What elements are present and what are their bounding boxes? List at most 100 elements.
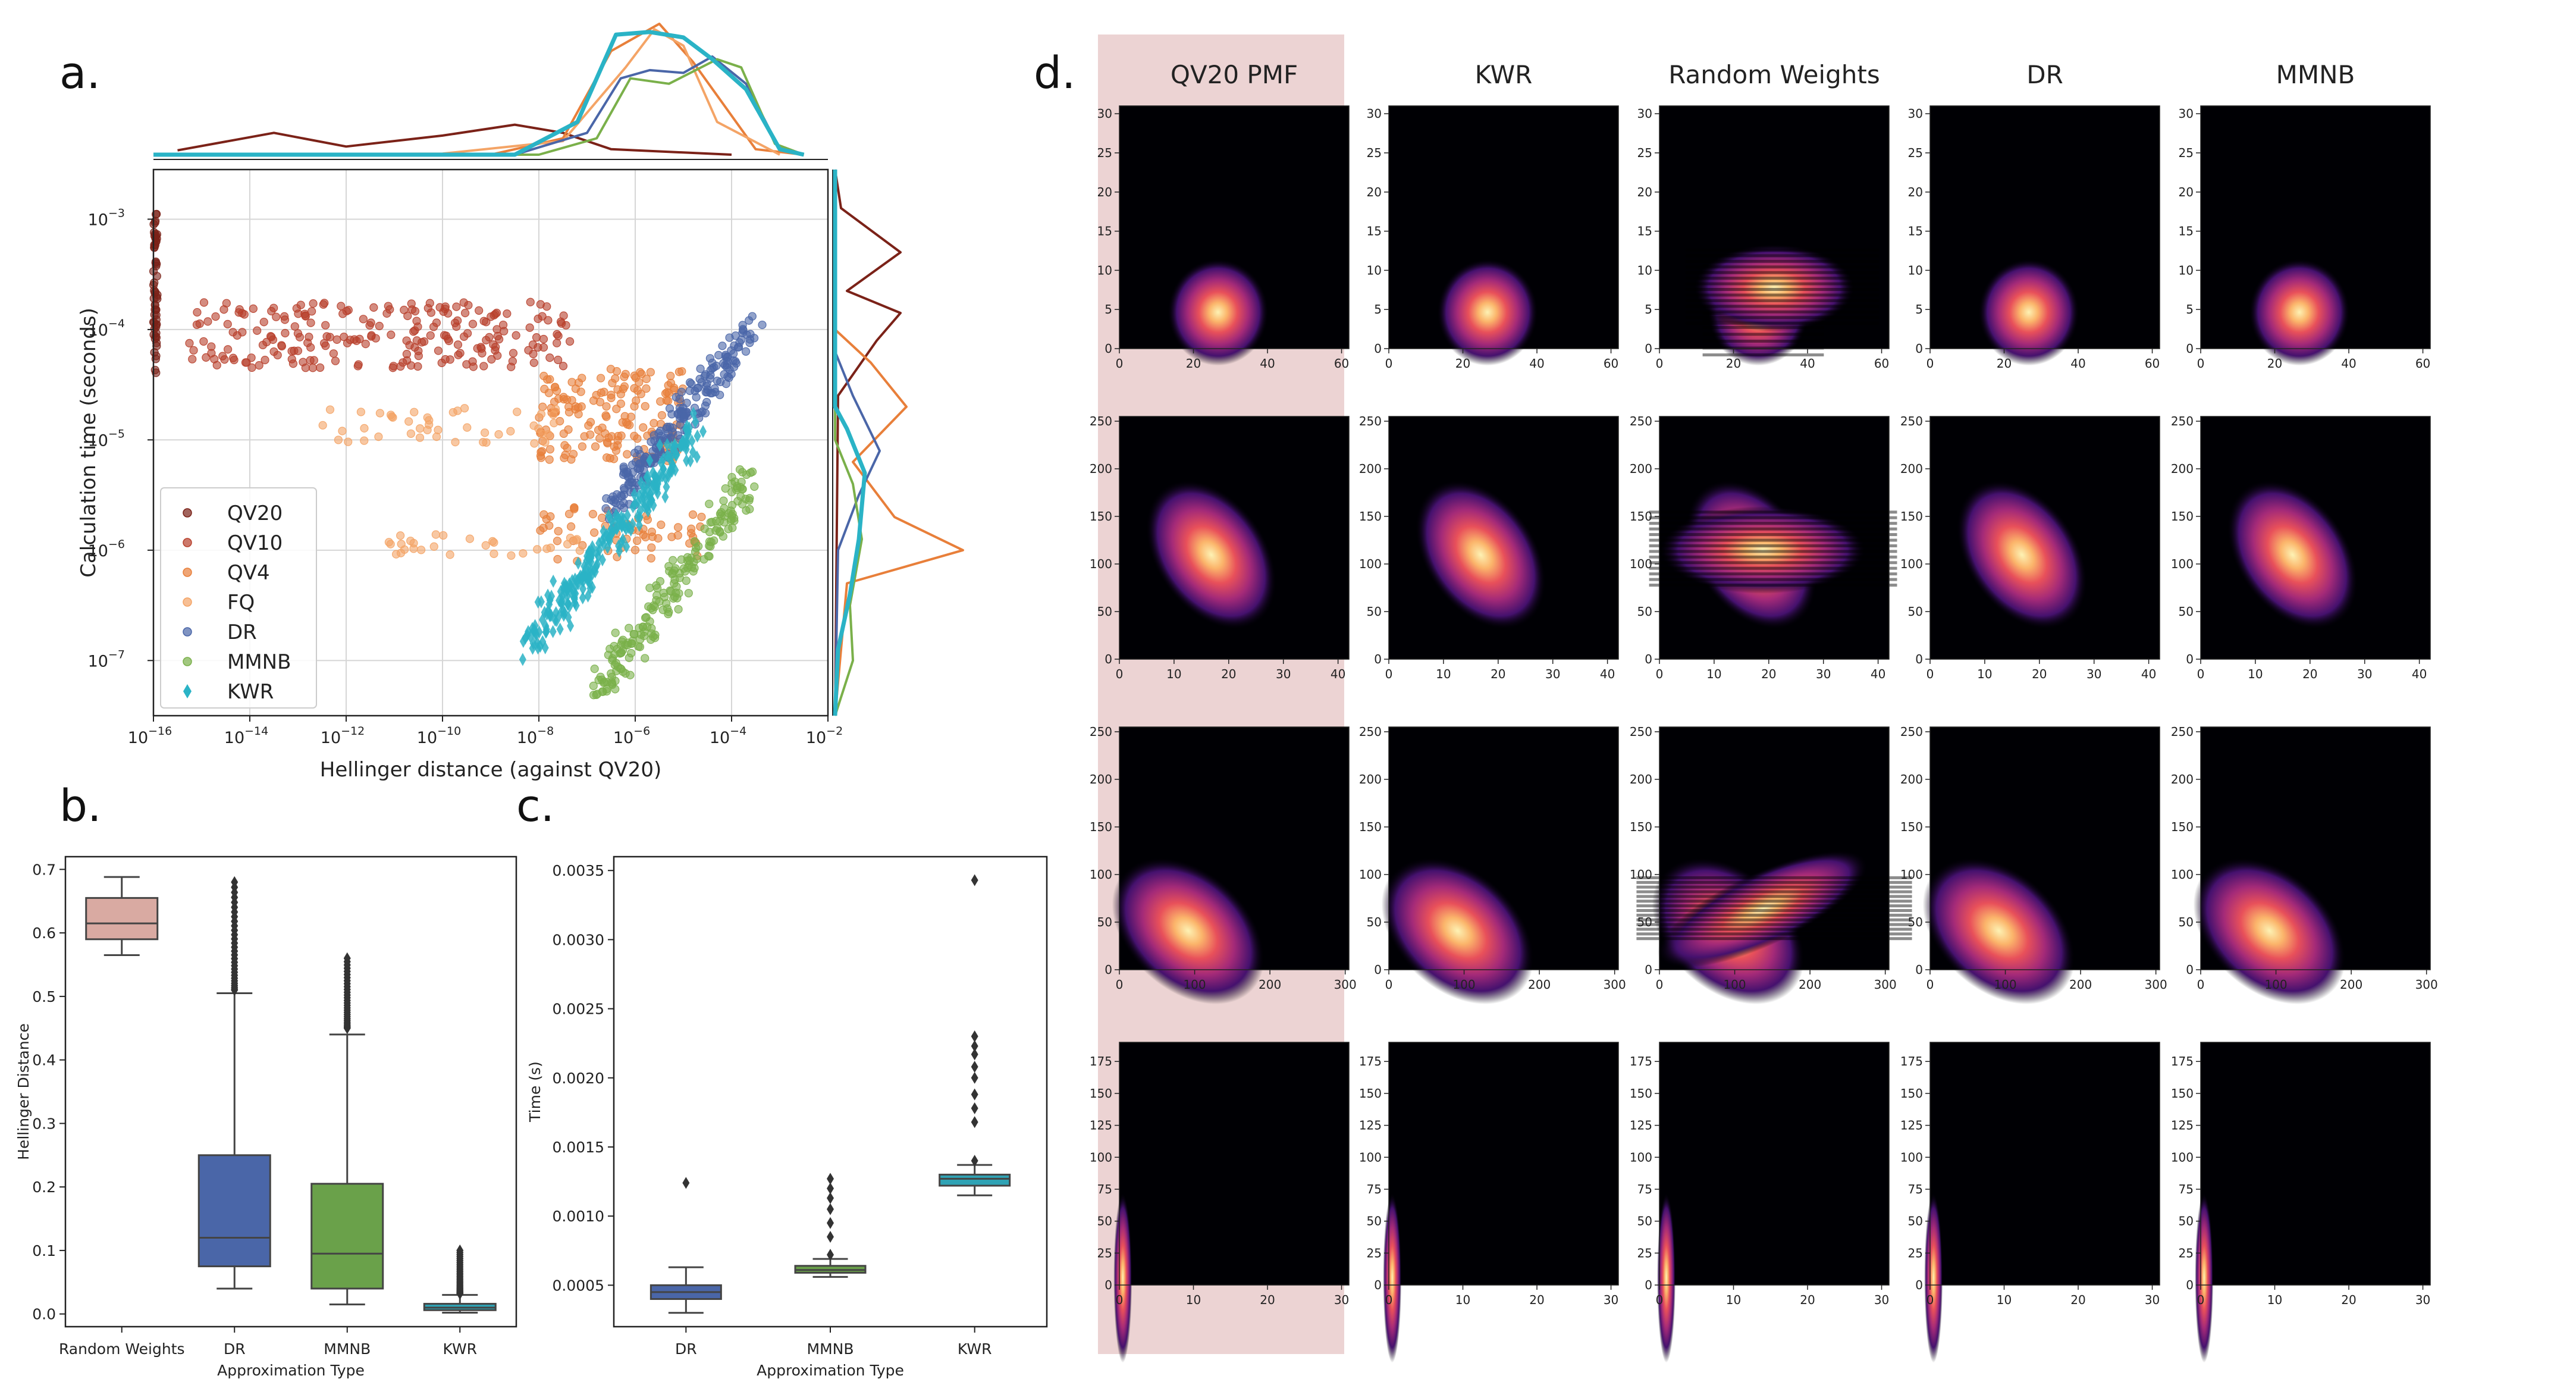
scatter-point-qv10 — [307, 319, 315, 327]
y-tick-label: 20 — [1097, 185, 1112, 199]
y-tick-label: 200 — [1630, 462, 1652, 476]
heatmap-cell-r1-c1: 0 10 20 30 40050100150200250 — [1359, 414, 1618, 681]
scatter-point-qv10 — [566, 337, 574, 345]
scatter-point-mmnb — [686, 556, 694, 564]
scatter-point-qv4 — [633, 537, 641, 544]
x-tick-label: 10 — [1436, 667, 1451, 681]
scatter-point-qv4 — [568, 378, 576, 386]
y-tick-label: 50 — [1637, 915, 1652, 929]
scatter-point-fq — [410, 539, 418, 547]
x-tick-exponent: −16 — [148, 725, 172, 738]
scatter-point-dr — [726, 334, 733, 341]
x-tick-exponent: −6 — [633, 725, 650, 738]
y-tick-label: 0.0010 — [553, 1208, 604, 1225]
scatter-point-dr — [738, 336, 745, 344]
scatter-point-qv4 — [642, 533, 650, 541]
y-tick-label: 50 — [2179, 1214, 2194, 1229]
x-tick-label: 0 — [2197, 356, 2205, 371]
scatter-point-qv10 — [331, 357, 339, 365]
x-tick-label: 10−4 — [710, 725, 746, 747]
y-tick-label: 150 — [2171, 1086, 2194, 1101]
scatter-point-qv4 — [668, 533, 676, 541]
outlier-point — [682, 1177, 689, 1189]
scatter-point-qv4 — [553, 537, 561, 545]
x-tick-label: Random Weights — [59, 1340, 185, 1358]
x-tick-label: 0 — [2197, 1293, 2205, 1307]
scatter-point-qv10 — [453, 303, 460, 311]
x-tick-label: 20 — [2341, 1293, 2356, 1307]
scatter-point-fq — [530, 422, 538, 430]
x-tick-label: 10 — [2267, 1293, 2282, 1307]
scatter-point-qv10 — [409, 306, 416, 314]
heatmap-band — [1649, 516, 1897, 519]
y-tick-label: 0 — [1374, 1278, 1382, 1292]
column-title-random-weights: Random Weights — [1668, 60, 1880, 89]
x-tick-exponent: −14 — [244, 725, 268, 738]
y-tick-label: 0.6 — [32, 925, 56, 942]
x-tick-label: 30 — [2357, 667, 2372, 681]
scatter-chart-a: 10−16 10−14 10−12 10−10 10−8 10−6 10−4 10−210−7… — [0, 0, 987, 785]
x-tick-label: DR — [675, 1340, 697, 1358]
y-tick-label: 30 — [2179, 106, 2194, 121]
x-tick-label: 0 — [1116, 977, 1124, 992]
scatter-point-fq — [327, 406, 334, 413]
y-tick-label: 10−3 — [88, 206, 125, 229]
scatter-point-qv10 — [480, 362, 488, 370]
y-tick-label: 175 — [1090, 1054, 1112, 1068]
scatter-point-dr — [696, 365, 704, 372]
x-tick-exponent: −12 — [341, 725, 365, 738]
scatter-point-qv4 — [554, 556, 561, 563]
scatter-point-qv4 — [638, 370, 645, 378]
scatter-point-qv4 — [620, 373, 628, 381]
marginal-right-curve-mmnb — [835, 170, 862, 716]
boxplot-chart-c: 0.00050.00100.00150.00200.00250.00300.00… — [512, 821, 1059, 1380]
x-tick-label: 20 — [2267, 356, 2282, 371]
heatmap-cell-r1-c0: 0 10 20 30 40050100150200250 — [1090, 414, 1349, 681]
scatter-point-qv10 — [230, 354, 237, 362]
y-tick-label: 200 — [2171, 772, 2194, 786]
scatter-point-dr — [742, 347, 750, 355]
x-tick-label: 0 — [1656, 356, 1664, 371]
scatter-point-dr — [686, 387, 694, 394]
scatter-point-qv10 — [281, 312, 288, 320]
scatter-point-dr — [704, 386, 711, 394]
heatmap-band — [1686, 265, 1878, 268]
y-tick-label: 200 — [1090, 772, 1112, 786]
y-tick-label: 0 — [1105, 652, 1112, 666]
boxplot-chart-b: 0.00.10.20.30.40.50.60.7Random Weights DR… — [0, 821, 523, 1380]
scatter-point-dr — [758, 321, 766, 329]
marginal-right-curve-kwr — [835, 170, 865, 716]
scatter-point-mmnb — [716, 528, 724, 536]
legend-marker-dr — [183, 628, 192, 636]
x-tick-label: 0 — [1385, 356, 1393, 371]
y-tick-label: 0.2 — [32, 1179, 56, 1196]
scatter-point-fq — [397, 532, 404, 540]
scatter-point-mmnb — [622, 669, 629, 677]
y-tick-label: 0.0 — [32, 1306, 56, 1323]
heatmap-cell-r0-c3: 0 20 40 60051015202530 — [1908, 106, 2160, 371]
scatter-point-qv4 — [613, 368, 620, 375]
scatter-point-dr — [730, 342, 738, 350]
x-tick-label: 40 — [1331, 667, 1345, 681]
scatter-point-qv4 — [610, 455, 618, 463]
scatter-point-mmnb — [659, 606, 667, 614]
outlier-point — [827, 1204, 834, 1215]
heatmap-band — [1686, 288, 1878, 291]
legend-marker-qv10 — [183, 538, 192, 547]
scatter-point-qv10 — [249, 305, 257, 312]
x-tick-label: 20 — [2032, 667, 2047, 681]
y-tick-label: 15 — [1097, 224, 1112, 239]
scatter-point-qv10 — [438, 359, 445, 367]
outlier-point — [971, 1030, 978, 1042]
scatter-point-mmnb — [636, 643, 644, 651]
scatter-point-mmnb — [594, 690, 601, 698]
scatter-point-qv10 — [240, 311, 248, 318]
scatter-point-qv10 — [482, 336, 490, 344]
y-tick-label: 150 — [1359, 1086, 1382, 1101]
x-tick-label: 30 — [1334, 1293, 1349, 1307]
heatmap-band — [1649, 522, 1897, 525]
heatmap-band — [1649, 528, 1897, 531]
outlier-point — [971, 1116, 978, 1128]
y-tick-label: 150 — [1900, 820, 1923, 834]
y-tick-label: 200 — [1900, 772, 1923, 786]
